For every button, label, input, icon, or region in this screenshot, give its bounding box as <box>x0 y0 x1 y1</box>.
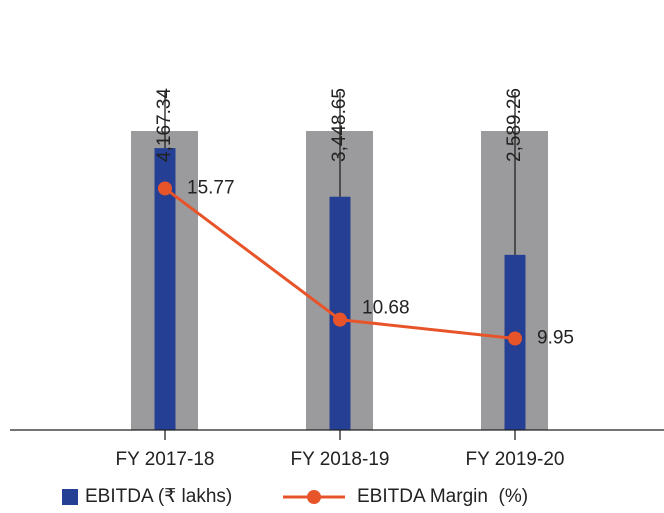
legend-label: EBITDA (₹ lakhs) <box>85 486 232 507</box>
x-tick-label: FY 2019-20 <box>466 449 565 470</box>
line-point <box>158 181 172 196</box>
value-label: 4,167.34 <box>154 88 175 162</box>
data-label: 10.68 <box>362 298 410 319</box>
x-tick-label: FY 2017-18 <box>116 449 215 470</box>
value-label: 3,448.65 <box>329 88 350 162</box>
value-label: 2,589.26 <box>504 88 525 162</box>
legend-dot <box>307 490 321 504</box>
data-label: 15.77 <box>187 177 235 198</box>
line-point <box>508 331 522 346</box>
bar <box>154 148 176 430</box>
line-point <box>333 312 347 327</box>
x-tick-label: FY 2018-19 <box>291 449 390 470</box>
legend-swatch <box>62 489 78 505</box>
legend-label: EBITDA Margin (%) <box>357 486 528 507</box>
data-label: 9.95 <box>537 328 574 349</box>
